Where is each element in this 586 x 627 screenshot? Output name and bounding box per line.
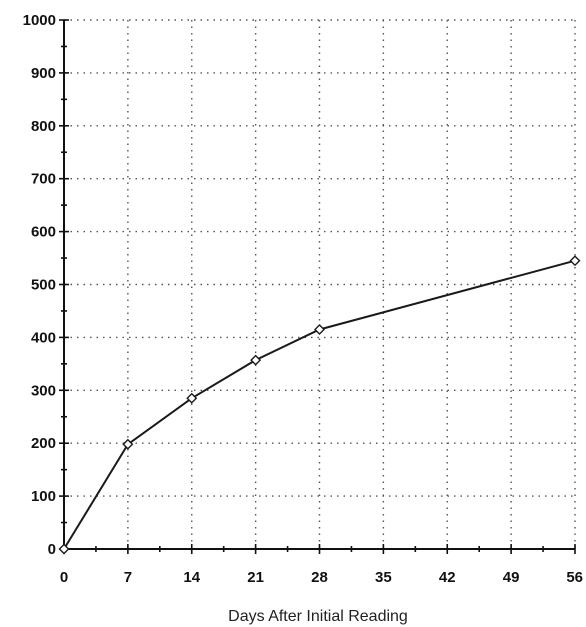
y-tick-label: 900 bbox=[31, 65, 56, 82]
y-tick-label: 700 bbox=[31, 171, 56, 188]
data-point bbox=[186, 392, 198, 404]
grid bbox=[64, 19, 576, 549]
y-tick-label: 500 bbox=[31, 277, 56, 294]
y-tick-label: 300 bbox=[31, 382, 56, 399]
data-point bbox=[569, 255, 581, 267]
x-tick-label: 56 bbox=[566, 569, 583, 586]
x-tick-label: 49 bbox=[503, 569, 520, 586]
x-tick-label: 7 bbox=[124, 569, 132, 586]
x-tick-label: 21 bbox=[247, 569, 264, 586]
y-tick-label: 200 bbox=[31, 435, 56, 452]
series-layer bbox=[58, 255, 581, 555]
series-line bbox=[63, 259, 576, 550]
tick-labels: 0 100 200 300 400 500 600 700 800 900 1000 0 7 14 21 28… bbox=[23, 12, 583, 586]
data-point bbox=[122, 438, 134, 450]
y-tick-label: 800 bbox=[31, 118, 56, 135]
y-tick-label: 0 bbox=[48, 541, 56, 558]
x-tick-label: 28 bbox=[311, 569, 328, 586]
data-point bbox=[58, 543, 70, 555]
axes bbox=[59, 19, 576, 554]
x-tick-label: 35 bbox=[375, 569, 392, 586]
x-tick-label: 14 bbox=[183, 569, 200, 586]
data-point bbox=[250, 354, 262, 366]
y-tick-label: 100 bbox=[31, 488, 56, 505]
x-tick-label: 0 bbox=[60, 569, 68, 586]
y-tick-label: 400 bbox=[31, 329, 56, 346]
x-axis-title: Days After Initial Reading bbox=[228, 608, 408, 625]
data-point bbox=[314, 323, 325, 335]
y-tick-label: 600 bbox=[31, 224, 56, 241]
x-tick-label: 42 bbox=[439, 569, 456, 586]
y-tick-label: 1000 bbox=[23, 12, 56, 29]
